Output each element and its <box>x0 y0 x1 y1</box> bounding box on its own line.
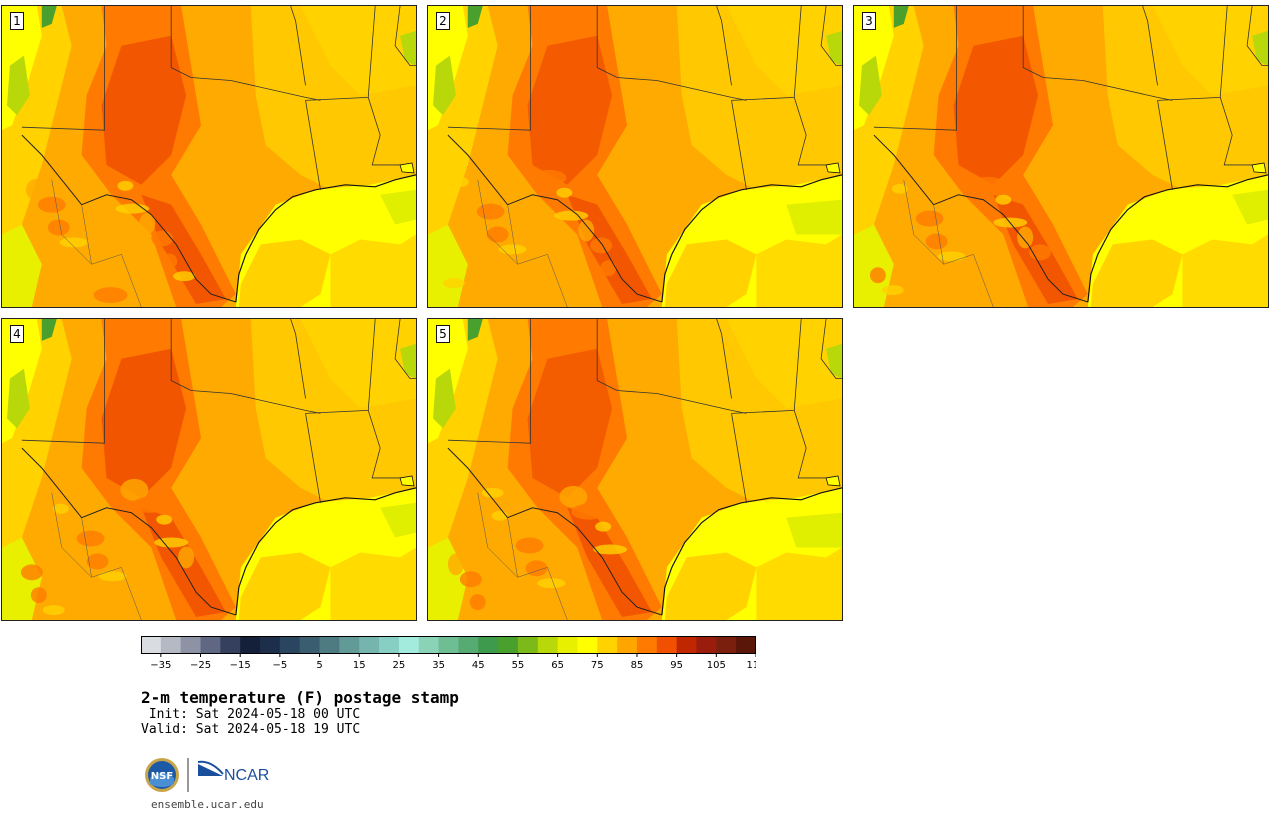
colorbar-tick-label: −35 <box>150 660 171 671</box>
colorbar-swatch <box>398 636 420 654</box>
colorbar-swatch <box>716 636 737 654</box>
colorbar-swatch <box>498 636 519 654</box>
colorbar-tick-label: 15 <box>353 660 366 671</box>
colorbar-swatch <box>240 636 261 654</box>
colorbar-tick-label: −15 <box>230 660 251 671</box>
colorbar-swatch <box>517 636 539 654</box>
ncar-logo-icon: NCAR <box>197 760 269 784</box>
nsf-logo-text: NSF <box>151 771 173 782</box>
colorbar-swatch <box>438 636 459 654</box>
colorbar-swatch <box>299 636 321 654</box>
colorbar-swatch <box>478 636 499 654</box>
colorbar-swatch <box>537 636 559 654</box>
temperature-map-2 <box>428 6 842 307</box>
colorbar-swatch <box>319 636 340 654</box>
colorbar-swatch <box>676 636 697 654</box>
colorbar-swatch <box>636 636 658 654</box>
colorbar-swatch <box>577 636 598 654</box>
stamp-panel-5: 5 <box>427 318 843 621</box>
temperature-map-3 <box>854 6 1268 307</box>
colorbar-tick-label: 105 <box>707 660 726 671</box>
colorbar-swatch <box>379 636 400 654</box>
colorbar-swatch <box>339 636 360 654</box>
colorbar-tick-label: 85 <box>631 660 644 671</box>
colorbar-tick-label: 5 <box>316 660 322 671</box>
colorbar-tick-label: 25 <box>393 660 406 671</box>
colorbar-swatch <box>180 636 202 654</box>
temperature-map-1 <box>2 6 416 307</box>
colorbar-tick-label: −5 <box>272 660 287 671</box>
stamp-number-4: 4 <box>10 325 24 343</box>
colorbar-swatch <box>260 636 281 654</box>
colorbar-swatch <box>160 636 182 654</box>
colorbar-swatch <box>557 636 578 654</box>
stamp-panel-3: 3 <box>853 5 1269 308</box>
colorbar-swatch <box>418 636 440 654</box>
stamp-number-2: 2 <box>436 12 450 30</box>
colorbar-swatch <box>656 636 678 654</box>
colorbar-ticks: −35 −25 −15 −5 5 15 25 35 45 55 65 75 85 95 105 115 <box>150 654 756 671</box>
colorbar-tick-label: 75 <box>591 660 604 671</box>
colorbar-swatch <box>200 636 221 654</box>
colorbar-tick-label: 95 <box>670 660 683 671</box>
stamp-number-3: 3 <box>862 12 876 30</box>
nsf-ncar-logo: NSF NCAR <box>145 758 269 792</box>
plot-title: 2-m temperature (F) postage stamp <box>141 688 459 707</box>
colorbar-swatch <box>458 636 479 654</box>
valid-time: Valid: Sat 2024-05-18 19 UTC <box>141 722 361 737</box>
ncar-logo-text: NCAR <box>224 767 269 784</box>
stamp-number-5: 5 <box>436 325 450 343</box>
stamp-panel-2: 2 <box>427 5 843 308</box>
colorbar-swatch <box>696 636 717 654</box>
colorbar-swatch <box>141 636 162 654</box>
website-url: ensemble.ucar.edu <box>151 798 264 811</box>
colorbar-tick-label: 45 <box>472 660 485 671</box>
colorbar-tick-label: 65 <box>551 660 564 671</box>
stamp-panel-4: 4 <box>1 318 417 621</box>
nsf-seal-icon: NSF <box>145 758 179 792</box>
stamp-number-1: 1 <box>10 12 24 30</box>
temperature-map-5 <box>428 319 842 620</box>
colorbar-tick-label: 115 <box>746 660 756 671</box>
colorbar-tick-label: 35 <box>432 660 445 671</box>
colorbar-tick-label: 55 <box>512 660 525 671</box>
colorbar-swatch <box>736 636 756 654</box>
colorbar-swatch <box>617 636 638 654</box>
colorbar-swatch <box>597 636 618 654</box>
stamp-panel-1: 1 <box>1 5 417 308</box>
colorbar-tick-label: −25 <box>190 660 211 671</box>
colorbar-swatch <box>220 636 241 654</box>
colorbar-swatch <box>279 636 301 654</box>
temperature-colorbar <box>141 636 756 654</box>
temperature-map-4 <box>2 319 416 620</box>
colorbar-swatch <box>359 636 380 654</box>
init-time: Init: Sat 2024-05-18 00 UTC <box>141 707 361 722</box>
